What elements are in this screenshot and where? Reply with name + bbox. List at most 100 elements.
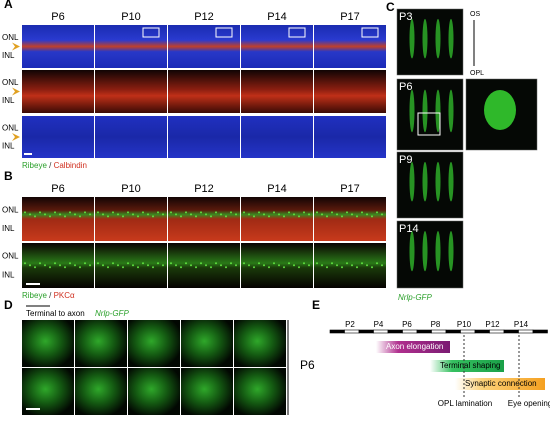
stain-name: Calbindin [54,161,87,170]
micrograph [22,25,94,68]
puncta [321,264,323,267]
timeline-segment [329,329,345,334]
puncta [341,266,343,269]
puncta [69,262,71,265]
micrograph [314,70,386,113]
panel-label: E [312,298,320,312]
layer-label: ONL [2,78,19,87]
micrograph [168,25,240,68]
column-header: P12 [194,183,214,195]
puncta [303,211,305,214]
micrograph [95,70,167,113]
stain-caption: Ribeye / Calbindin [22,161,87,170]
stain-name: PKCα [54,291,75,300]
age-label: P6 [300,358,315,372]
frame [22,320,74,367]
cell [422,161,428,202]
cell [448,161,454,202]
puncta [283,215,285,218]
puncta [303,262,305,265]
micrograph [95,243,167,288]
timeline-tick: P6 [402,320,412,329]
frame [234,368,286,415]
puncta [127,262,129,265]
inset-box [361,27,379,38]
cell [448,18,454,59]
cell [448,231,454,272]
age-label: P14 [399,223,419,235]
puncta [132,264,134,267]
puncta [102,264,104,267]
event-label: OPL lamination [438,399,492,408]
layer-label: ONL [2,252,19,261]
scale-bar [26,283,40,285]
puncta [195,266,197,269]
puncta [298,266,300,269]
timeline-segment [460,329,476,334]
panel-label: B [4,169,13,183]
puncta [147,213,149,216]
micrograph [241,70,313,113]
timeline-segment [344,329,360,334]
timeline-segment [358,329,374,334]
puncta [97,262,99,265]
micrograph [314,25,386,68]
timeline-tick: P4 [374,320,384,329]
timeline-tick: P10 [457,320,472,329]
puncta [351,213,353,216]
event-label: Eye opening [508,399,550,408]
stain-name: Ribeye [22,291,49,300]
puncta [308,264,310,267]
layer-label: INL [2,224,15,233]
puncta [44,213,46,216]
puncta [235,264,237,267]
puncta [361,262,363,265]
puncta [326,266,328,269]
puncta [215,211,217,214]
reporter-label: Nrlp-GFP [95,309,129,318]
puncta [74,213,76,216]
micrograph [241,25,313,68]
puncta [34,215,36,218]
puncta [316,262,318,265]
cell [422,18,428,59]
puncta [69,211,71,214]
puncta [268,215,270,218]
puncta [210,215,212,218]
puncta [356,266,358,269]
column-header: P6 [51,183,64,195]
puncta [278,264,280,267]
micrograph [95,116,167,158]
layer-arrow [12,87,20,96]
puncta [351,264,353,267]
puncta [376,262,378,265]
puncta [205,264,207,267]
cell [435,161,441,202]
cell [409,231,415,272]
puncta [39,211,41,214]
cell [435,18,441,59]
puncta [356,215,358,218]
inset-box [288,27,306,38]
puncta [308,213,310,216]
panel-label: D [4,298,13,312]
frame [234,320,286,367]
puncta [346,262,348,265]
puncta [117,213,119,216]
puncta [205,213,207,216]
puncta [112,211,114,214]
puncta [142,262,144,265]
puncta [29,213,31,216]
inset-box [215,27,233,38]
puncta [273,262,275,265]
micrograph [241,197,313,241]
puncta [162,264,164,267]
age-label: P3 [399,11,412,23]
stage-label: Axon elongation [386,342,443,351]
puncta [102,213,104,216]
puncta [258,262,260,265]
stain-caption: Ribeye / PKCα [22,291,75,300]
puncta [39,262,41,265]
puncta [44,264,46,267]
puncta [263,213,265,216]
